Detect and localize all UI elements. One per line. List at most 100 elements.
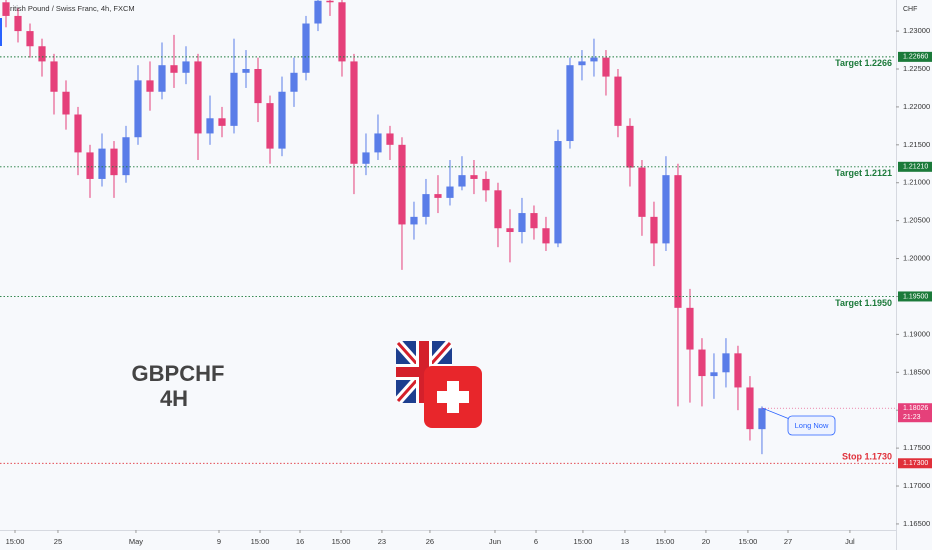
candle-body [578, 61, 586, 66]
timeframe-annotation: 4H [160, 386, 188, 411]
candle-body [122, 137, 130, 176]
level-price-label: 1.19500 [903, 293, 928, 300]
candle-body [314, 0, 322, 24]
chart-title: British Pound / Swiss Franc, 4h, FXCM [5, 4, 135, 13]
candle-body [386, 133, 394, 145]
candle-body [710, 372, 718, 377]
candle-body [758, 408, 766, 430]
swiss-flag [424, 366, 482, 428]
candle-body [482, 178, 490, 191]
candle-body [698, 349, 706, 377]
y-tick-label: 1.17000 [903, 481, 930, 490]
y-tick-label: 1.18500 [903, 367, 930, 376]
candle-body [50, 61, 58, 92]
candle-body [746, 387, 754, 430]
y-tick-label: 1.20500 [903, 216, 930, 225]
candle-body [86, 152, 94, 179]
x-tick-label: Jul [845, 537, 855, 546]
level-price-label: 1.17300 [903, 460, 928, 467]
candle-body [590, 57, 598, 62]
x-tick-label: 6 [534, 537, 538, 546]
candle-body [614, 76, 622, 126]
x-tick-label: 9 [217, 537, 221, 546]
callout-box [787, 415, 836, 436]
candle-body [98, 148, 106, 179]
candle-body [446, 186, 454, 198]
callout-text: Long Now [795, 421, 829, 430]
y-tick-label: 1.16500 [903, 519, 930, 528]
candle-body [302, 23, 310, 73]
level-price-box [898, 458, 932, 469]
y-tick-label: 1.21000 [903, 178, 930, 187]
x-tick-label: 23 [378, 537, 386, 546]
candle-body [650, 216, 658, 244]
candle-body [278, 91, 286, 149]
x-tick-label: 15:00 [332, 537, 351, 546]
level-price-label: 1.21210 [903, 164, 928, 171]
candle-body [530, 213, 538, 229]
symbol-annotation: GBPCHF [132, 361, 225, 386]
callout-pointer [761, 407, 793, 421]
level-price-box [898, 161, 932, 172]
candle-body [722, 353, 730, 373]
candle-body [734, 353, 742, 388]
level-label: Target 1.1950 [835, 298, 892, 308]
x-tick-label: Jun [489, 537, 501, 546]
y-tick-label: 1.19000 [903, 329, 930, 338]
candle-body [326, 0, 334, 3]
level-price-label: 1.22660 [903, 54, 928, 61]
level-label: Target 1.2121 [835, 168, 892, 178]
x-tick-label: 13 [621, 537, 629, 546]
currency-label: CHF [903, 6, 917, 13]
candle-body [494, 190, 502, 229]
candle-body [626, 125, 634, 168]
x-tick-label: May [129, 537, 143, 546]
candle-body [146, 80, 154, 92]
y-tick-label: 1.17500 [903, 443, 930, 452]
candle-body [518, 213, 526, 233]
y-tick-label: 1.22000 [903, 102, 930, 111]
candle-body [338, 2, 346, 62]
candle-body [542, 228, 550, 244]
side-marker [0, 18, 2, 46]
x-tick-label: 15:00 [574, 537, 593, 546]
candle-body [602, 57, 610, 77]
candle-body [470, 175, 478, 179]
x-tick-label: 15:00 [251, 537, 270, 546]
candle-body [506, 228, 514, 233]
candle-body [74, 114, 82, 153]
candle-body [110, 148, 118, 176]
x-tick-label: 25 [54, 537, 62, 546]
candle-body [218, 118, 226, 126]
candle-body [362, 152, 370, 164]
candle-body [686, 307, 694, 350]
candle-body [194, 61, 202, 134]
candle-body [434, 194, 442, 198]
candle-body [266, 103, 274, 149]
candle-body [290, 72, 298, 92]
candle-body [158, 65, 166, 92]
countdown-label: 21:23 [903, 414, 921, 421]
candle-body [206, 118, 214, 134]
candle-body [254, 68, 262, 104]
x-tick-label: 16 [296, 537, 304, 546]
candle-body [662, 175, 670, 244]
candle-body [182, 61, 190, 73]
candle-body [422, 194, 430, 217]
candle-body [638, 167, 646, 217]
x-tick-label: 15:00 [739, 537, 758, 546]
candle-body [566, 65, 574, 142]
x-tick-label: 15:00 [656, 537, 675, 546]
candle-body [458, 175, 466, 187]
last-price-label: 1.18026 [903, 405, 928, 412]
plot-area [2, 0, 766, 455]
candle-body [374, 133, 382, 153]
last-price-box [898, 403, 932, 423]
candle-body [170, 65, 178, 73]
level-price-box [898, 291, 932, 302]
candle-body [554, 141, 562, 244]
candle-body [410, 216, 418, 225]
level-label: Stop 1.1730 [842, 452, 892, 462]
candle-body [26, 31, 34, 47]
